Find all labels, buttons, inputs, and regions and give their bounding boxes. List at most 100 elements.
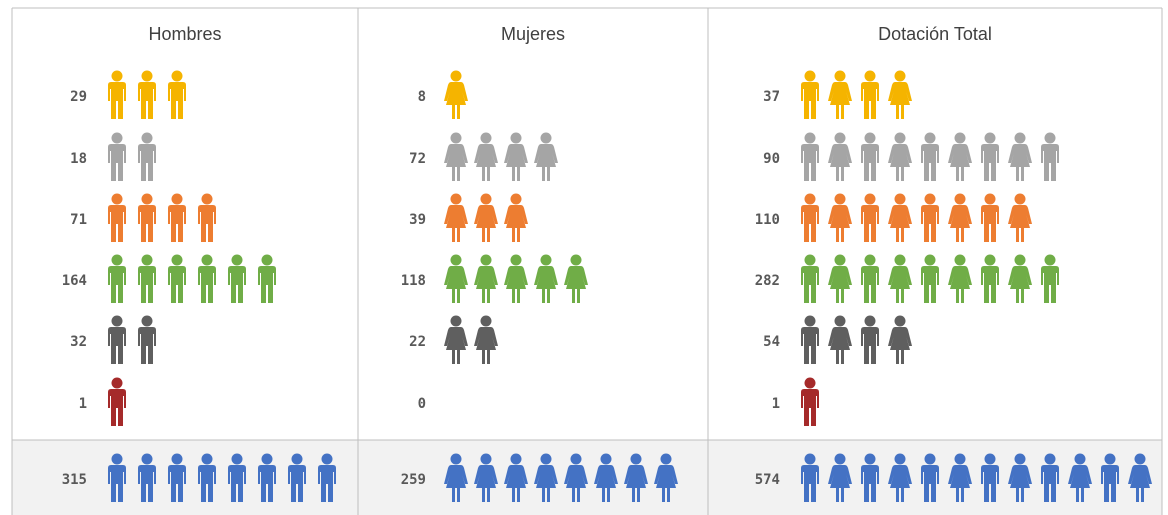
row-value: 1 xyxy=(79,396,87,412)
person-icon xyxy=(861,453,879,502)
icon-body xyxy=(474,266,498,303)
icon-head xyxy=(141,315,153,327)
row-value: 8 xyxy=(418,89,426,105)
person-icon xyxy=(828,453,852,502)
person-icon xyxy=(534,453,558,502)
person-icon xyxy=(981,453,999,502)
icon-head xyxy=(864,453,876,465)
person-icon xyxy=(624,453,648,502)
icon-body xyxy=(138,327,156,364)
icon-body xyxy=(828,327,852,364)
icon-head xyxy=(1014,453,1026,465)
row-value: 29 xyxy=(70,89,87,105)
icon-head xyxy=(660,453,672,465)
icon-body xyxy=(444,465,468,502)
icon-head xyxy=(954,132,966,144)
icon-body xyxy=(948,144,972,181)
icon-head xyxy=(954,453,966,465)
person-icon xyxy=(861,254,879,303)
icon-head xyxy=(1074,453,1086,465)
panel-title: Mujeres xyxy=(501,24,565,44)
icon-head xyxy=(171,193,183,205)
row-value: 259 xyxy=(401,472,426,488)
icon-head xyxy=(984,193,996,205)
person-icon xyxy=(108,453,126,502)
icon-head xyxy=(834,70,846,82)
icon-head xyxy=(171,453,183,465)
person-icon xyxy=(1008,254,1032,303)
icon-body xyxy=(1008,465,1032,502)
icon-body xyxy=(474,327,498,364)
person-icon xyxy=(1041,254,1059,303)
person-icon xyxy=(1128,453,1152,502)
icon-head xyxy=(480,193,492,205)
icon-body xyxy=(888,82,912,119)
person-icon xyxy=(108,193,126,242)
icon-head xyxy=(924,193,936,205)
person-icon xyxy=(288,453,306,502)
person-icon xyxy=(564,254,588,303)
icon-body xyxy=(138,465,156,502)
person-icon xyxy=(474,254,498,303)
icon-head xyxy=(510,193,522,205)
icon-head xyxy=(954,254,966,266)
person-icon xyxy=(828,315,852,364)
row-value: 18 xyxy=(70,151,87,167)
icon-body xyxy=(981,205,999,242)
person-icon xyxy=(888,132,912,181)
icon-body xyxy=(948,205,972,242)
icon-head xyxy=(804,453,816,465)
row-value: 32 xyxy=(70,334,87,350)
icon-body xyxy=(444,144,468,181)
icon-head xyxy=(111,70,123,82)
person-icon xyxy=(198,453,216,502)
person-icon xyxy=(1101,453,1119,502)
icon-head xyxy=(984,453,996,465)
row-value: 574 xyxy=(755,472,780,488)
icon-body xyxy=(474,205,498,242)
icon-head xyxy=(894,70,906,82)
icon-head xyxy=(231,453,243,465)
icon-head xyxy=(141,70,153,82)
person-icon xyxy=(318,453,336,502)
icon-head xyxy=(804,377,816,389)
person-icon xyxy=(168,254,186,303)
icon-body xyxy=(1041,266,1059,303)
icon-body xyxy=(108,205,126,242)
icon-body xyxy=(504,465,528,502)
person-icon xyxy=(1008,132,1032,181)
person-icon xyxy=(168,453,186,502)
person-icon xyxy=(444,315,468,364)
person-icon xyxy=(801,193,819,242)
icon-body xyxy=(861,144,879,181)
icon-head xyxy=(1044,132,1056,144)
icon-body xyxy=(801,327,819,364)
person-icon xyxy=(444,453,468,502)
icon-head xyxy=(450,193,462,205)
icon-head xyxy=(201,193,213,205)
icon-head xyxy=(570,254,582,266)
icon-body xyxy=(981,465,999,502)
icon-body xyxy=(921,465,939,502)
person-icon xyxy=(258,453,276,502)
person-icon xyxy=(801,132,819,181)
person-icon xyxy=(138,254,156,303)
person-icon xyxy=(474,132,498,181)
person-icon xyxy=(168,70,186,119)
row-value: 71 xyxy=(70,212,87,228)
icon-head xyxy=(864,315,876,327)
row-value: 54 xyxy=(763,334,780,350)
icon-body xyxy=(504,266,528,303)
row-value: 72 xyxy=(409,151,426,167)
icon-head xyxy=(261,453,273,465)
person-icon xyxy=(861,193,879,242)
person-icon xyxy=(1068,453,1092,502)
person-icon xyxy=(828,70,852,119)
icon-body xyxy=(534,465,558,502)
icon-head xyxy=(984,132,996,144)
icon-body xyxy=(828,82,852,119)
icon-body xyxy=(108,82,126,119)
icon-head xyxy=(450,254,462,266)
icon-body xyxy=(444,266,468,303)
